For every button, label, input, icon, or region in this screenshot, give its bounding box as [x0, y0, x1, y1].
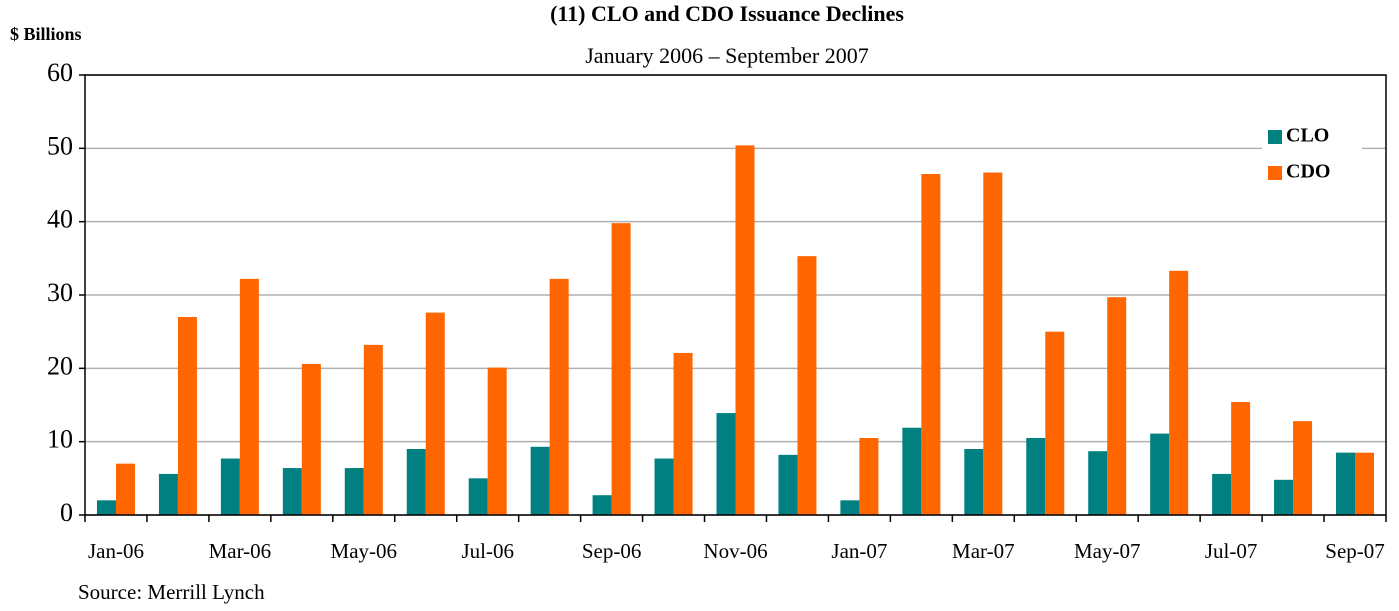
bar	[716, 413, 736, 515]
bar	[735, 145, 755, 515]
bar	[983, 172, 1003, 516]
bar	[220, 458, 240, 515]
x-tick-label: Nov-06	[703, 539, 767, 563]
y-tick-label: 10	[47, 425, 73, 454]
bar	[902, 427, 922, 515]
bar	[778, 454, 798, 515]
bar	[549, 278, 569, 515]
bar	[859, 438, 879, 515]
bar	[468, 478, 488, 515]
bar	[487, 367, 507, 515]
x-tick-label: Mar-07	[952, 539, 1015, 563]
x-tick-label: Jan-07	[831, 539, 887, 563]
bar	[115, 463, 135, 515]
bar	[1293, 421, 1313, 515]
bar	[654, 458, 674, 515]
y-tick-label: 0	[60, 498, 73, 527]
bar	[1107, 297, 1127, 515]
plot-frame	[84, 74, 1387, 516]
bar	[611, 223, 631, 515]
bar	[1169, 270, 1189, 515]
chart-title: (11) CLO and CDO Issuance Declines	[550, 1, 904, 26]
bar	[425, 312, 445, 515]
bar	[1088, 451, 1108, 515]
y-tick-label: 50	[47, 131, 73, 160]
x-tick-label: Mar-06	[209, 539, 272, 563]
bar	[96, 500, 116, 515]
bar	[1026, 438, 1046, 515]
y-tick-label: 20	[47, 351, 73, 380]
bar	[1336, 452, 1356, 515]
x-tick-label: May-06	[331, 539, 398, 563]
y-axis-label: $ Billions	[10, 24, 82, 44]
bar	[1355, 452, 1375, 515]
x-tick-label: Jul-07	[1205, 539, 1258, 563]
bar	[344, 468, 364, 515]
source: Source: Merrill Lynch	[78, 580, 265, 604]
bar	[673, 352, 693, 515]
x-tick-label: Jan-06	[88, 539, 144, 563]
y-tick-label: 60	[47, 58, 73, 87]
chart-subtitle: January 2006 – September 2007	[585, 43, 869, 68]
bar	[282, 468, 302, 515]
bar	[177, 317, 197, 515]
bar	[840, 500, 860, 515]
x-tick-label: Sep-07	[1325, 539, 1385, 563]
bar	[1231, 402, 1251, 515]
bar	[239, 278, 259, 515]
x-tick-label: Sep-06	[582, 539, 642, 563]
y-tick-label: 40	[47, 205, 73, 234]
bar	[1212, 473, 1232, 515]
bar	[921, 174, 941, 515]
bar	[406, 449, 426, 515]
legend-swatch	[1268, 130, 1282, 144]
x-tick-label: Jul-06	[461, 539, 514, 563]
x-tick-label: May-07	[1074, 539, 1141, 563]
legend-background	[1262, 115, 1362, 195]
legend-label: CDO	[1286, 161, 1330, 183]
bar	[964, 449, 984, 515]
bar	[1150, 433, 1170, 515]
bar	[530, 446, 550, 515]
bar	[158, 473, 178, 515]
y-tick-label: 30	[47, 278, 73, 307]
bar	[363, 344, 383, 515]
bar	[592, 495, 612, 515]
legend-label: CLO	[1286, 125, 1329, 147]
bar	[1274, 479, 1294, 515]
bar	[301, 363, 321, 515]
legend-swatch	[1268, 166, 1282, 180]
bar	[1045, 331, 1065, 515]
bar	[797, 256, 817, 515]
